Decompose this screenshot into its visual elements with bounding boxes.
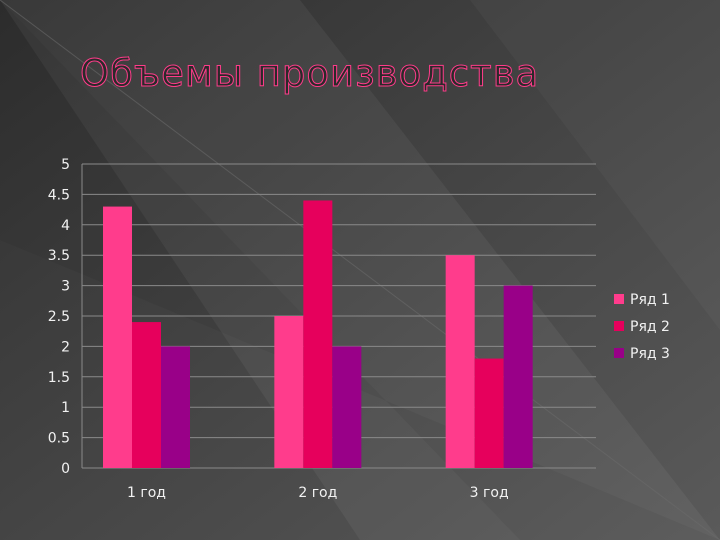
x-tick-label: 2 год [298, 485, 337, 501]
bar-Ряд-3-1 [332, 346, 362, 468]
legend-label: Ряд 2 [630, 319, 670, 335]
x-tick-label: 3 год [470, 485, 509, 501]
bar-Ряд-1-1 [274, 316, 304, 468]
y-tick-label: 2 [61, 339, 70, 355]
legend-swatch [614, 294, 624, 304]
y-tick-label: 4.5 [48, 187, 70, 203]
y-tick-label: 2.5 [48, 309, 70, 325]
bar-Ряд-3-2 [503, 285, 533, 468]
y-tick-label: 4 [61, 218, 70, 234]
bar-Ряд-2-0 [132, 322, 161, 468]
x-tick-label: 1 год [127, 485, 166, 501]
legend-label: Ряд 1 [630, 292, 670, 308]
y-tick-label: 5 [61, 157, 70, 173]
legend-label: Ряд 3 [630, 346, 670, 362]
bar-Ряд-3-0 [161, 346, 190, 468]
y-tick-label: 0.5 [48, 431, 70, 447]
bar-Ряд-1-0 [103, 206, 132, 468]
y-tick-label: 3.5 [48, 248, 70, 264]
legend-swatch [614, 348, 624, 358]
y-tick-label: 0 [61, 461, 70, 477]
y-tick-label: 3 [61, 279, 70, 295]
slide-title: Объемы производства [79, 52, 540, 96]
y-tick-label: 1 [61, 400, 70, 416]
bar-Ряд-2-2 [474, 358, 504, 468]
legend-swatch [614, 321, 624, 331]
bar-Ряд-1-2 [445, 255, 475, 468]
bar-Ряд-2-1 [303, 200, 333, 469]
y-tick-label: 1.5 [48, 370, 70, 386]
